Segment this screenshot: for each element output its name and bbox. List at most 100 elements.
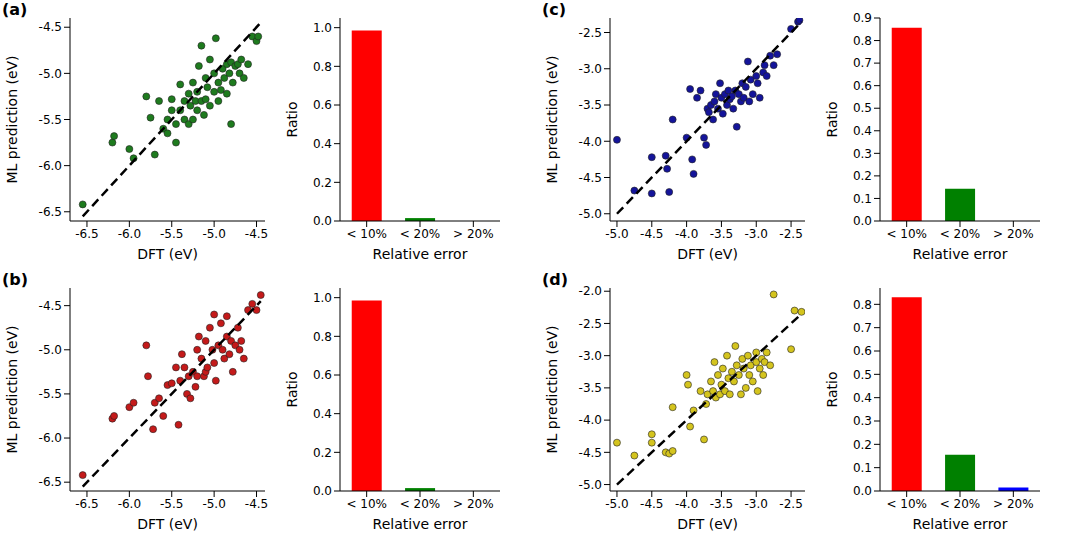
svg-text:-5.5: -5.5	[160, 497, 183, 511]
svg-text:-3.0: -3.0	[745, 227, 768, 241]
svg-text:< 20%: < 20%	[400, 497, 441, 511]
svg-text:1.0: 1.0	[313, 21, 332, 35]
svg-text:> 20%: > 20%	[993, 497, 1034, 511]
svg-text:< 10%: < 10%	[886, 227, 927, 241]
svg-text:-4.0: -4.0	[675, 227, 698, 241]
svg-text:< 10%: < 10%	[346, 227, 387, 241]
svg-text:0.8: 0.8	[313, 60, 332, 74]
svg-text:-2.5: -2.5	[579, 317, 602, 331]
svg-text:-4.0: -4.0	[675, 497, 698, 511]
svg-text:0.4: 0.4	[853, 391, 872, 405]
svg-text:-6.0: -6.0	[39, 159, 62, 173]
svg-text:0.2: 0.2	[853, 438, 872, 452]
svg-text:-6.5: -6.5	[39, 475, 62, 489]
svg-text:0.6: 0.6	[313, 368, 332, 382]
svg-text:-6.0: -6.0	[118, 227, 141, 241]
svg-text:-2.5: -2.5	[579, 26, 602, 40]
svg-text:0.4: 0.4	[313, 407, 332, 421]
svg-text:0.0: 0.0	[853, 484, 872, 498]
svg-text:-2.5: -2.5	[779, 227, 802, 241]
svg-text:Relative error: Relative error	[373, 246, 468, 262]
svg-text:-5.0: -5.0	[579, 207, 602, 221]
svg-text:-3.5: -3.5	[710, 227, 733, 241]
svg-text:< 10%: < 10%	[886, 497, 927, 511]
svg-text:-4.5: -4.5	[579, 171, 602, 185]
svg-text:0.5: 0.5	[853, 101, 872, 115]
svg-text:-4.5: -4.5	[579, 446, 602, 460]
svg-text:-3.0: -3.0	[745, 497, 768, 511]
svg-text:-4.5: -4.5	[640, 227, 663, 241]
svg-text:ML prediction (eV): ML prediction (eV)	[544, 55, 560, 183]
svg-text:0.4: 0.4	[853, 124, 872, 138]
svg-text:-6.5: -6.5	[75, 227, 98, 241]
svg-text:Relative error: Relative error	[913, 516, 1008, 532]
svg-text:ML prediction (eV): ML prediction (eV)	[544, 325, 560, 453]
svg-text:-6.5: -6.5	[39, 205, 62, 219]
svg-text:-3.0: -3.0	[579, 62, 602, 76]
svg-text:0.7: 0.7	[853, 56, 872, 70]
svg-text:0.1: 0.1	[853, 461, 872, 475]
svg-text:-3.5: -3.5	[579, 98, 602, 112]
svg-text:-4.0: -4.0	[579, 135, 602, 149]
svg-text:0.6: 0.6	[853, 344, 872, 358]
svg-text:0.5: 0.5	[853, 368, 872, 382]
svg-text:0.8: 0.8	[853, 298, 872, 312]
svg-text:Ratio: Ratio	[824, 372, 840, 408]
svg-text:-3.0: -3.0	[579, 349, 602, 363]
svg-text:> 20%: > 20%	[993, 227, 1034, 241]
svg-text:-5.0: -5.0	[605, 497, 628, 511]
svg-text:0.6: 0.6	[313, 98, 332, 112]
svg-text:-5.0: -5.0	[39, 343, 62, 357]
svg-text:-5.0: -5.0	[202, 497, 225, 511]
svg-text:0.3: 0.3	[853, 147, 872, 161]
svg-text:-4.0: -4.0	[579, 413, 602, 427]
svg-text:DFT (eV): DFT (eV)	[677, 246, 738, 262]
svg-text:Ratio: Ratio	[284, 102, 300, 138]
svg-text:-4.5: -4.5	[245, 497, 268, 511]
svg-text:0.1: 0.1	[853, 192, 872, 206]
svg-text:0.8: 0.8	[853, 34, 872, 48]
svg-text:0.2: 0.2	[313, 446, 332, 460]
svg-text:-3.5: -3.5	[579, 381, 602, 395]
svg-text:0.0: 0.0	[313, 214, 332, 228]
svg-text:-3.5: -3.5	[710, 497, 733, 511]
svg-text:DFT (eV): DFT (eV)	[137, 246, 198, 262]
svg-text:-2.5: -2.5	[779, 497, 802, 511]
svg-text:0.2: 0.2	[313, 176, 332, 190]
svg-text:-6.5: -6.5	[75, 497, 98, 511]
svg-text:< 20%: < 20%	[940, 227, 981, 241]
svg-text:0.0: 0.0	[313, 484, 332, 498]
svg-text:Ratio: Ratio	[284, 372, 300, 408]
svg-text:-5.5: -5.5	[39, 387, 62, 401]
svg-text:< 20%: < 20%	[400, 227, 441, 241]
svg-text:-4.5: -4.5	[39, 20, 62, 34]
svg-text:-5.0: -5.0	[202, 227, 225, 241]
svg-text:-2.0: -2.0	[579, 284, 602, 298]
svg-text:0.4: 0.4	[313, 137, 332, 151]
svg-text:-5.0: -5.0	[39, 67, 62, 81]
svg-text:0.2: 0.2	[853, 169, 872, 183]
svg-text:Relative error: Relative error	[373, 516, 468, 532]
svg-text:0.0: 0.0	[853, 214, 872, 228]
svg-text:ML prediction (eV): ML prediction (eV)	[8, 55, 20, 183]
svg-text:0.8: 0.8	[313, 330, 332, 344]
svg-text:0.9: 0.9	[853, 11, 872, 25]
svg-text:> 20%: > 20%	[453, 497, 494, 511]
svg-text:0.7: 0.7	[853, 321, 872, 335]
svg-text:-4.5: -4.5	[39, 299, 62, 313]
svg-text:-6.0: -6.0	[118, 497, 141, 511]
svg-text:< 10%: < 10%	[346, 497, 387, 511]
svg-text:DFT (eV): DFT (eV)	[137, 516, 198, 532]
svg-text:0.3: 0.3	[853, 414, 872, 428]
svg-text:> 20%: > 20%	[453, 227, 494, 241]
svg-text:1.0: 1.0	[313, 291, 332, 305]
svg-text:-4.5: -4.5	[245, 227, 268, 241]
svg-text:-5.0: -5.0	[605, 227, 628, 241]
svg-text:< 20%: < 20%	[940, 497, 981, 511]
svg-text:DFT (eV): DFT (eV)	[677, 516, 738, 532]
svg-text:-6.0: -6.0	[39, 431, 62, 445]
svg-text:-4.5: -4.5	[640, 497, 663, 511]
svg-text:Ratio: Ratio	[824, 102, 840, 138]
svg-text:-5.0: -5.0	[579, 478, 602, 492]
svg-text:-5.5: -5.5	[39, 113, 62, 127]
